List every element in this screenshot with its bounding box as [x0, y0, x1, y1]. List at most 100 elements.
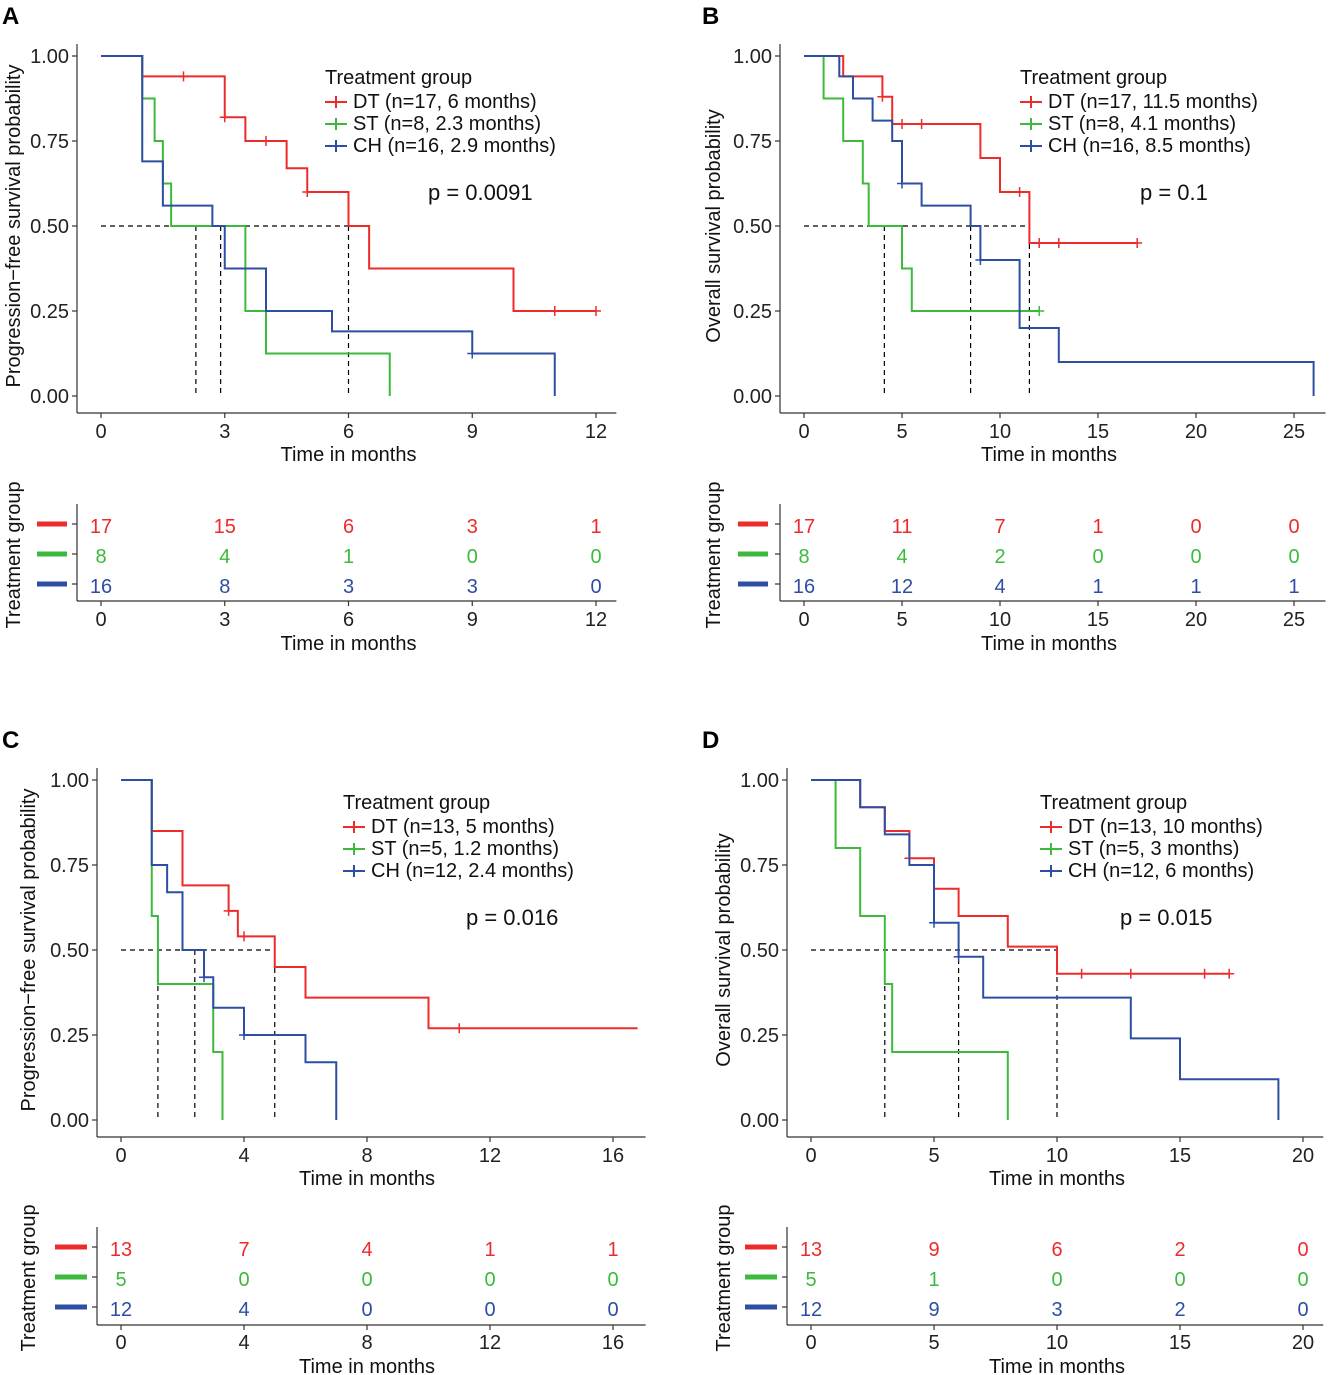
censor-mark — [199, 972, 210, 983]
censor-mark — [549, 306, 560, 316]
x-tick-label: 9 — [467, 421, 478, 443]
risk-count: 17 — [90, 516, 112, 538]
censor-mark — [591, 306, 601, 316]
x-tick-label: 6 — [343, 421, 354, 443]
x-tick-label: 15 — [1087, 421, 1109, 443]
censor-mark — [223, 905, 234, 916]
km-curve-1 — [101, 55, 391, 396]
risk-x-axis-title: Time in months — [299, 1356, 435, 1375]
legend-entry-2: CH (n=16, 8.5 months) — [1048, 135, 1251, 157]
y-axis-title: Overall survival probability — [713, 833, 735, 1066]
x-tick-label: 8 — [361, 1145, 372, 1167]
y-tick-label: 0.75 — [733, 131, 772, 153]
km-curve-0 — [101, 55, 596, 312]
legend-entry-0: DT (n=13, 5 months) — [371, 816, 555, 838]
y-tick-label: 0.25 — [50, 1025, 89, 1047]
legend-swatch-2 — [325, 140, 347, 152]
risk-count: 0 — [1297, 1299, 1308, 1321]
risk-x-tick-label: 20 — [1292, 1332, 1314, 1354]
risk-y-axis-title: Treatment group — [713, 1204, 735, 1351]
risk-count: 7 — [994, 516, 1005, 538]
risk-count: 0 — [484, 1299, 495, 1321]
risk-count: 0 — [1174, 1269, 1185, 1291]
risk-x-tick-label: 15 — [1087, 609, 1109, 631]
km-curve-2 — [811, 779, 1280, 1120]
censor-mark — [239, 1030, 249, 1040]
legend-swatch-0 — [343, 821, 365, 833]
risk-count: 0 — [1297, 1239, 1308, 1261]
x-axis-title: Time in months — [299, 1168, 435, 1190]
censor-mark — [1014, 187, 1025, 197]
panel-label: A — [2, 3, 19, 30]
legend-entry-2: CH (n=12, 6 months) — [1068, 860, 1254, 882]
legend-swatch-1 — [1020, 118, 1042, 130]
risk-y-axis-title: Treatment group — [18, 1204, 40, 1351]
censor-mark — [1034, 238, 1045, 248]
risk-count: 12 — [800, 1299, 822, 1321]
y-tick-label: 0.50 — [50, 940, 89, 962]
risk-count: 9 — [928, 1239, 939, 1261]
censor-mark — [1034, 306, 1045, 316]
censor-mark — [261, 136, 271, 146]
km-curve-0 — [121, 779, 638, 1030]
risk-count: 2 — [994, 546, 1005, 568]
y-tick-label: 0.25 — [740, 1025, 779, 1047]
legend-entry-1: ST (n=5, 1.2 months) — [371, 838, 559, 860]
y-axis-title: Progression−free survival probability — [3, 65, 25, 388]
risk-x-tick-label: 12 — [585, 609, 607, 631]
legend-swatch-0 — [1040, 821, 1062, 833]
legend-title: Treatment group — [325, 67, 472, 89]
risk-count: 0 — [1190, 546, 1201, 568]
legend-swatch-2 — [1020, 140, 1042, 152]
risk-x-tick-label: 4 — [238, 1332, 249, 1354]
legend-entry-2: CH (n=12, 2.4 months) — [371, 860, 574, 882]
risk-x-tick-label: 5 — [896, 609, 907, 631]
risk-count: 3 — [467, 516, 478, 538]
risk-count: 0 — [238, 1269, 249, 1291]
risk-count: 0 — [361, 1269, 372, 1291]
x-tick-label: 3 — [219, 421, 230, 443]
risk-count: 1 — [607, 1239, 618, 1261]
risk-x-tick-label: 0 — [115, 1332, 126, 1354]
legend-entry-2: CH (n=16, 2.9 months) — [353, 135, 556, 157]
legend-title: Treatment group — [1040, 792, 1187, 814]
km-curve-1 — [804, 55, 1040, 312]
y-axis-title: Overall survival probability — [703, 109, 725, 342]
risk-x-tick-label: 8 — [361, 1332, 372, 1354]
km-curve-2 — [101, 55, 556, 396]
censor-mark — [1199, 968, 1210, 979]
risk-x-tick-label: 20 — [1185, 609, 1207, 631]
legend-swatch-1 — [325, 118, 347, 130]
risk-count: 4 — [994, 576, 1005, 598]
km-curve-2 — [804, 55, 1315, 396]
legend-swatch-1 — [1040, 843, 1062, 855]
legend-entry-1: ST (n=8, 4.1 months) — [1048, 113, 1236, 135]
x-tick-label: 12 — [479, 1145, 501, 1167]
risk-count: 4 — [219, 546, 230, 568]
risk-count: 3 — [467, 576, 478, 598]
censor-mark — [897, 119, 907, 129]
risk-x-tick-label: 5 — [928, 1332, 939, 1354]
risk-count: 1 — [590, 516, 601, 538]
legend-entry-0: DT (n=13, 10 months) — [1068, 816, 1263, 838]
x-tick-label: 10 — [989, 421, 1011, 443]
y-axis-title: Progression−free survival probability — [18, 789, 40, 1112]
legend-title: Treatment group — [343, 792, 490, 814]
censor-mark — [916, 119, 927, 129]
risk-count: 9 — [928, 1299, 939, 1321]
censor-mark — [302, 187, 313, 197]
y-tick-label: 1.00 — [30, 46, 69, 68]
y-tick-label: 0.25 — [30, 301, 69, 323]
risk-count: 2 — [1174, 1239, 1185, 1261]
y-tick-label: 1.00 — [50, 770, 89, 792]
y-tick-label: 0.50 — [733, 216, 772, 238]
legend-entry-1: ST (n=5, 3 months) — [1068, 838, 1239, 860]
legend-swatch-1 — [343, 843, 365, 855]
y-tick-label: 0.00 — [50, 1110, 89, 1132]
y-tick-label: 0.50 — [30, 216, 69, 238]
censor-mark — [877, 91, 888, 102]
risk-table: 17 15 6 3 1 8 4 1 0 0 16 8 3 3 0 0 3 6 9 12 Time in months Tr… — [3, 481, 617, 655]
risk-count: 2 — [1174, 1299, 1185, 1321]
